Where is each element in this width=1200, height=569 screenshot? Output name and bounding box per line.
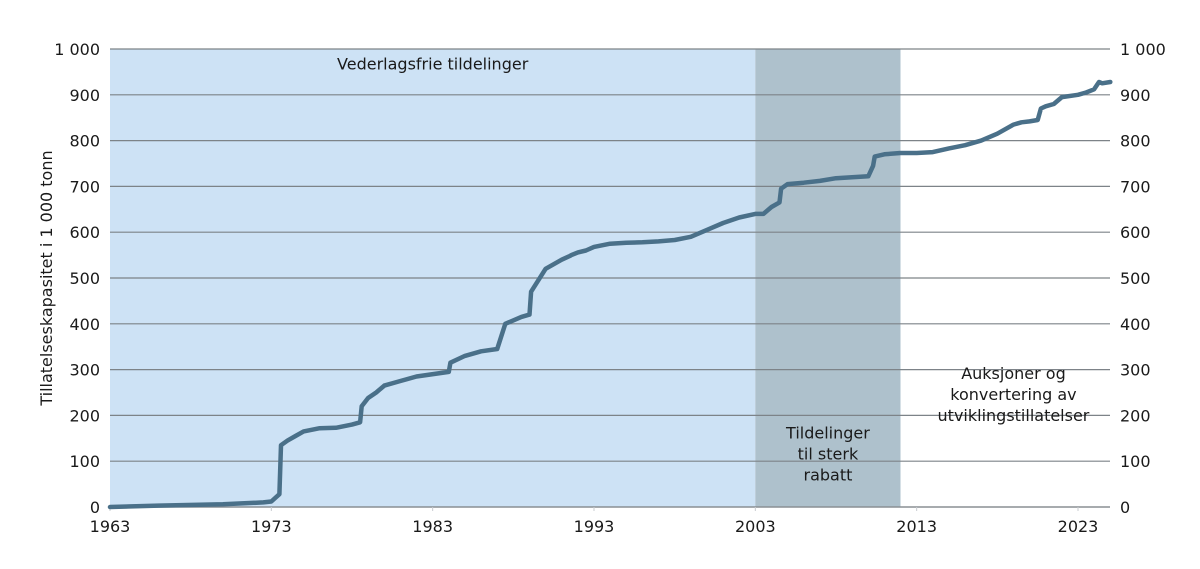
x-tick-label: 2023 [1058,517,1099,536]
y-axis-left: 0 100 200 300 400 500 600 700 800 900 1 000 [54,40,100,517]
y-tick-label: 800 [1120,132,1151,151]
annotation-2: Auksjoner og konvertering av utviklingstil… [938,364,1090,425]
y-tick-label: 600 [1120,223,1151,242]
y-tick-label: 100 [69,452,100,471]
x-tick-label: 2003 [735,517,776,536]
x-tick-label: 1963 [90,517,131,536]
y-tick-label: 200 [1120,406,1151,425]
y-tick-label: 500 [69,269,100,288]
annotation-1: Tildelinger til sterk rabatt [785,423,870,484]
y-tick-label: 200 [69,406,100,425]
annotation-0: Vederlagsfrie tildelinger [337,55,529,74]
x-axis: 1963 1973 1983 1993 2003 2013 2023 [90,507,1099,536]
y-tick-label: 1 000 [54,40,100,59]
x-tick-label: 1993 [574,517,615,536]
series-line [107,79,1113,510]
y-tick-label: 400 [1120,315,1151,334]
y-tick-label: 700 [1120,177,1151,196]
gridlines [110,48,1110,508]
y-tick-label: 900 [69,86,100,105]
y-tick-label: 300 [69,361,100,380]
x-tick-label: 1973 [251,517,292,536]
y-tick-label: 1 000 [1120,40,1166,59]
y-tick-label: 800 [69,132,100,151]
y-tick-label: 700 [69,177,100,196]
y-tick-label: 0 [1120,498,1130,517]
y-tick-label: 900 [1120,86,1151,105]
y-axis-label: Tillatelseskapasitet i 1 000 tonn [37,150,56,406]
y-tick-label: 300 [1120,361,1151,380]
x-tick-label: 1983 [412,517,453,536]
region-annotations: Vederlagsfrie tildelinger Tildelinger til … [337,55,1090,485]
y-tick-label: 400 [69,315,100,334]
y-axis-right: 0 100 200 300 400 500 600 700 800 900 1 000 [1120,40,1166,517]
y-tick-label: 500 [1120,269,1151,288]
y-tick-label: 100 [1120,452,1151,471]
x-tick-label: 2013 [896,517,937,536]
y-tick-label: 600 [69,223,100,242]
y-tick-label: 0 [90,498,100,517]
